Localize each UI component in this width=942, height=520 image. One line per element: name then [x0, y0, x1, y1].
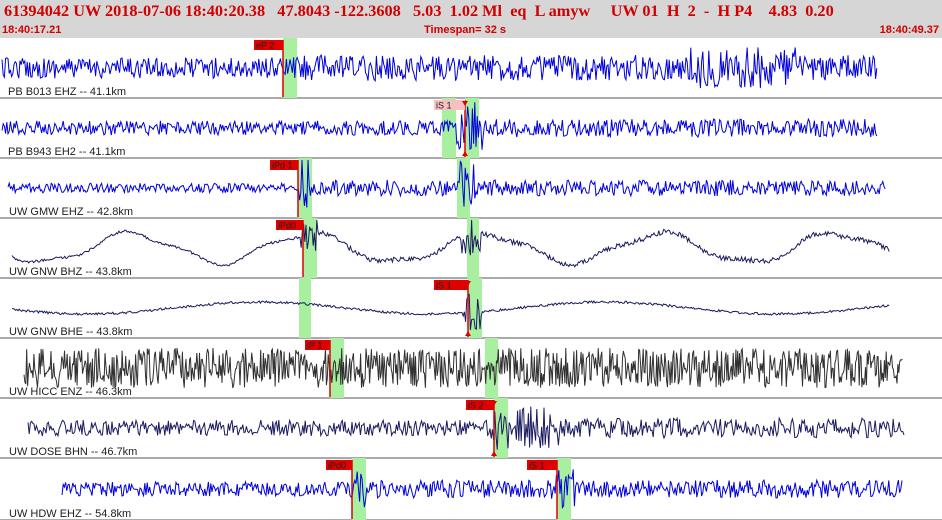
phase-pick[interactable]: iP 1: [305, 340, 331, 397]
trace-row[interactable]: iS 1 PB B943 EH2 -- 41.1km: [0, 98, 942, 159]
phase-pick[interactable]: iPd0: [276, 220, 304, 277]
pick-label: iP 1: [307, 341, 322, 351]
pick-flag: [326, 460, 352, 470]
pick-arrow-icon: [491, 451, 497, 456]
trace-row[interactable]: iS 2 UW DOSE BHN -- 46.7km: [0, 398, 942, 459]
pick-flag: [270, 160, 298, 170]
event-summary-title: 61394042 UW 2018-07-06 18:40:20.38 47.80…: [4, 1, 834, 20]
trace-row[interactable]: iP 1 UW HICC ENZ -- 46.3km: [0, 338, 942, 399]
pick-arrow-icon: [462, 151, 468, 156]
timespan-label: Timespan= 32 s: [424, 24, 507, 36]
station-label: PB B013 EHZ -- 41.1km: [8, 86, 126, 98]
waveform-trace: [7, 159, 886, 208]
trace-row[interactable]: eP 2 PB B013 EHZ -- 41.1km: [0, 38, 942, 99]
phase-pick[interactable]: iS 1: [527, 460, 558, 519]
phase-pick[interactable]: iS 2: [466, 400, 497, 457]
header-bar: 61394042 UW 2018-07-06 18:40:20.38 47.80…: [0, 0, 942, 38]
pick-arrow-icon: [462, 101, 468, 106]
pick-label: iS 1: [529, 461, 545, 471]
station-label: PB B943 EH2 -- 41.1km: [8, 146, 125, 158]
phase-pick[interactable]: eP 2: [254, 40, 284, 97]
station-label: UW DOSE BHN -- 46.7km: [9, 446, 137, 458]
station-label: UW GNW BHE -- 43.8km: [9, 326, 132, 338]
pick-arrow-icon: [465, 281, 471, 286]
pick-flag: [434, 100, 465, 110]
pick-label: iPd 1: [272, 161, 293, 171]
pick-flag: [527, 460, 557, 470]
station-label: UW GNW BHZ -- 43.8km: [9, 266, 132, 278]
pick-label: iS 1: [436, 281, 452, 291]
pick-window-band: [457, 158, 470, 218]
pick-label: iS 1: [436, 101, 452, 111]
phase-pick[interactable]: iPd0: [326, 460, 353, 519]
pick-arrow-icon: [465, 331, 471, 336]
pick-flag: [305, 340, 330, 350]
pick-window-band: [283, 38, 297, 98]
waveform-trace: [11, 293, 890, 331]
pick-window-band: [299, 278, 311, 338]
pick-flag: [254, 40, 283, 50]
pick-flag: [434, 280, 468, 290]
start-time: 18:40:17.21: [2, 24, 62, 36]
phase-pick[interactable]: iPd 1: [270, 160, 299, 217]
phase-pick[interactable]: iS 1: [434, 280, 471, 337]
station-label: UW HDW EHZ -- 54.8km: [9, 508, 131, 520]
station-label: UW HICC ENZ -- 46.3km: [9, 386, 132, 398]
station-label: UW GMW EHZ -- 42.8km: [9, 206, 133, 218]
end-time: 18:40:49.37: [879, 24, 939, 36]
trace-row[interactable]: iPd0 UW GNW BHZ -- 43.8km: [0, 218, 942, 279]
trace-row[interactable]: iPd0 iS 1 UW HDW EHZ -- 54.8km: [0, 458, 942, 520]
pick-label: eP 2: [256, 41, 274, 51]
waveform-trace: [27, 406, 905, 450]
waveform-trace: [11, 219, 890, 268]
phase-pick[interactable]: iS 1: [434, 100, 468, 157]
pick-label: iPd0: [328, 461, 346, 471]
pick-flag: [276, 220, 303, 230]
waveform-trace: [1, 102, 878, 151]
waveform-trace: [23, 347, 903, 389]
trace-row[interactable]: iS 1 UW GNW BHE -- 43.8km: [0, 278, 942, 339]
pick-label: iS 2: [468, 401, 484, 411]
pick-window-band: [352, 458, 366, 520]
seismogram-panel[interactable]: eP 2 PB B013 EHZ -- 41.1km iS 1 PB B943 EH2…: [0, 38, 942, 520]
pick-label: iPd0: [278, 221, 296, 231]
pick-flag: [466, 400, 494, 410]
trace-row[interactable]: iPd 1 UW GMW EHZ -- 42.8km: [0, 158, 942, 219]
waveform-trace: [1, 47, 878, 89]
pick-arrow-icon: [491, 401, 497, 406]
waveform-trace: [61, 469, 903, 509]
